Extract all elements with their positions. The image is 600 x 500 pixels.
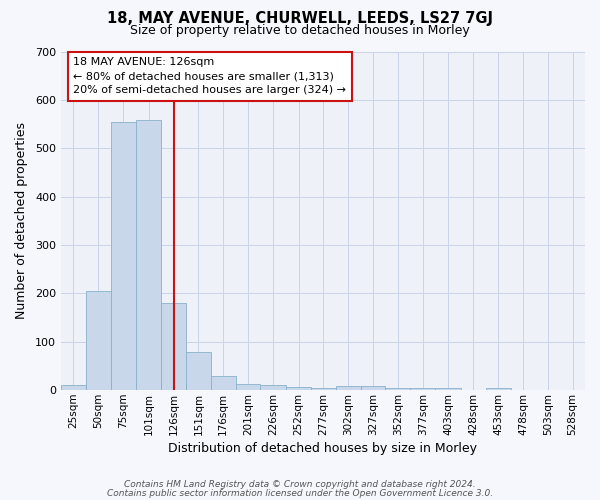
- Text: Contains HM Land Registry data © Crown copyright and database right 2024.: Contains HM Land Registry data © Crown c…: [124, 480, 476, 489]
- Text: 18, MAY AVENUE, CHURWELL, LEEDS, LS27 7GJ: 18, MAY AVENUE, CHURWELL, LEEDS, LS27 7G…: [107, 11, 493, 26]
- Bar: [435, 388, 461, 390]
- Text: Size of property relative to detached houses in Morley: Size of property relative to detached ho…: [130, 24, 470, 37]
- Bar: [86, 291, 110, 390]
- Bar: [161, 303, 186, 390]
- Bar: [286, 387, 311, 390]
- Bar: [361, 386, 385, 390]
- Bar: [260, 386, 286, 390]
- Bar: [211, 376, 236, 390]
- Bar: [336, 386, 361, 390]
- X-axis label: Distribution of detached houses by size in Morley: Distribution of detached houses by size …: [169, 442, 478, 455]
- Bar: [186, 352, 211, 390]
- Text: 18 MAY AVENUE: 126sqm
← 80% of detached houses are smaller (1,313)
20% of semi-d: 18 MAY AVENUE: 126sqm ← 80% of detached …: [73, 58, 346, 96]
- Text: Contains public sector information licensed under the Open Government Licence 3.: Contains public sector information licen…: [107, 488, 493, 498]
- Bar: [236, 384, 260, 390]
- Bar: [385, 388, 410, 390]
- Bar: [61, 386, 86, 390]
- Bar: [311, 388, 336, 390]
- Y-axis label: Number of detached properties: Number of detached properties: [15, 122, 28, 320]
- Bar: [110, 122, 136, 390]
- Bar: [486, 388, 511, 390]
- Bar: [136, 120, 161, 390]
- Bar: [410, 388, 435, 390]
